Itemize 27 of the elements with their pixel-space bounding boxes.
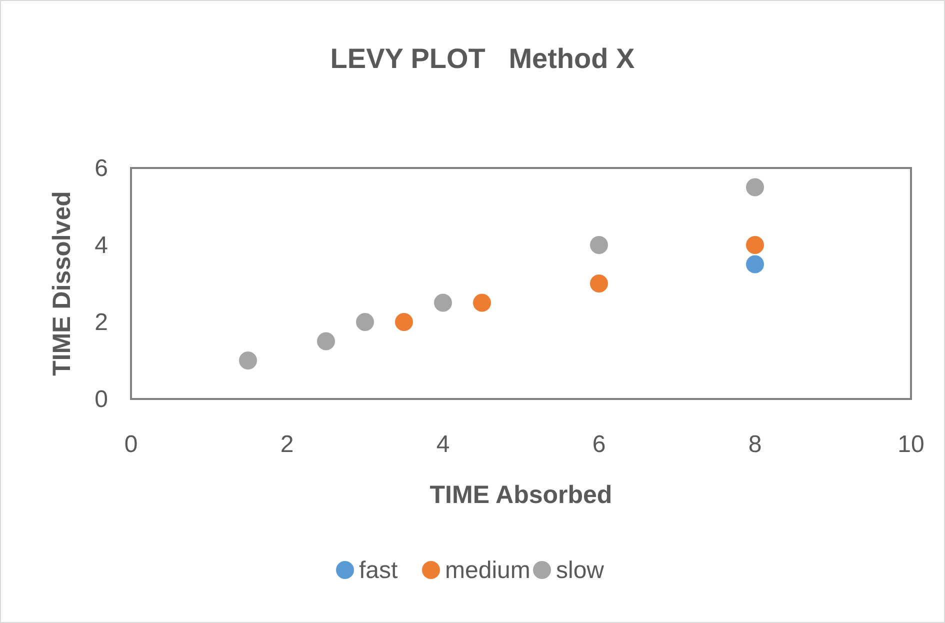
- x-tick-label: 10: [898, 431, 924, 458]
- x-tick-label: 2: [280, 431, 294, 458]
- x-tick-label: 4: [436, 431, 450, 458]
- point: [473, 294, 491, 312]
- legend-label: fast: [359, 557, 398, 584]
- chart-title: LEVY PLOT Method X: [330, 43, 636, 74]
- y-tick-label: 2: [94, 309, 108, 336]
- point: [746, 236, 764, 254]
- x-tick-label: 6: [592, 431, 606, 458]
- y-axis-title: TIME Dissolved: [48, 191, 76, 376]
- x-axis-title: TIME Absorbed: [430, 481, 612, 509]
- legend-label: slow: [556, 557, 605, 584]
- legend-label: medium: [445, 557, 530, 584]
- point: [395, 313, 413, 331]
- x-tick-label: 8: [748, 431, 762, 458]
- x-tick-label: 0: [124, 431, 138, 458]
- y-tick-label: 6: [94, 155, 108, 182]
- point: [590, 274, 608, 292]
- point: [317, 332, 335, 350]
- point: [356, 313, 374, 331]
- point: [746, 178, 764, 196]
- point: [746, 255, 764, 274]
- point: [590, 236, 608, 254]
- y-tick-label: 4: [94, 232, 108, 259]
- point: [434, 294, 452, 312]
- point: [239, 352, 257, 370]
- y-tick-label: 0: [94, 386, 108, 413]
